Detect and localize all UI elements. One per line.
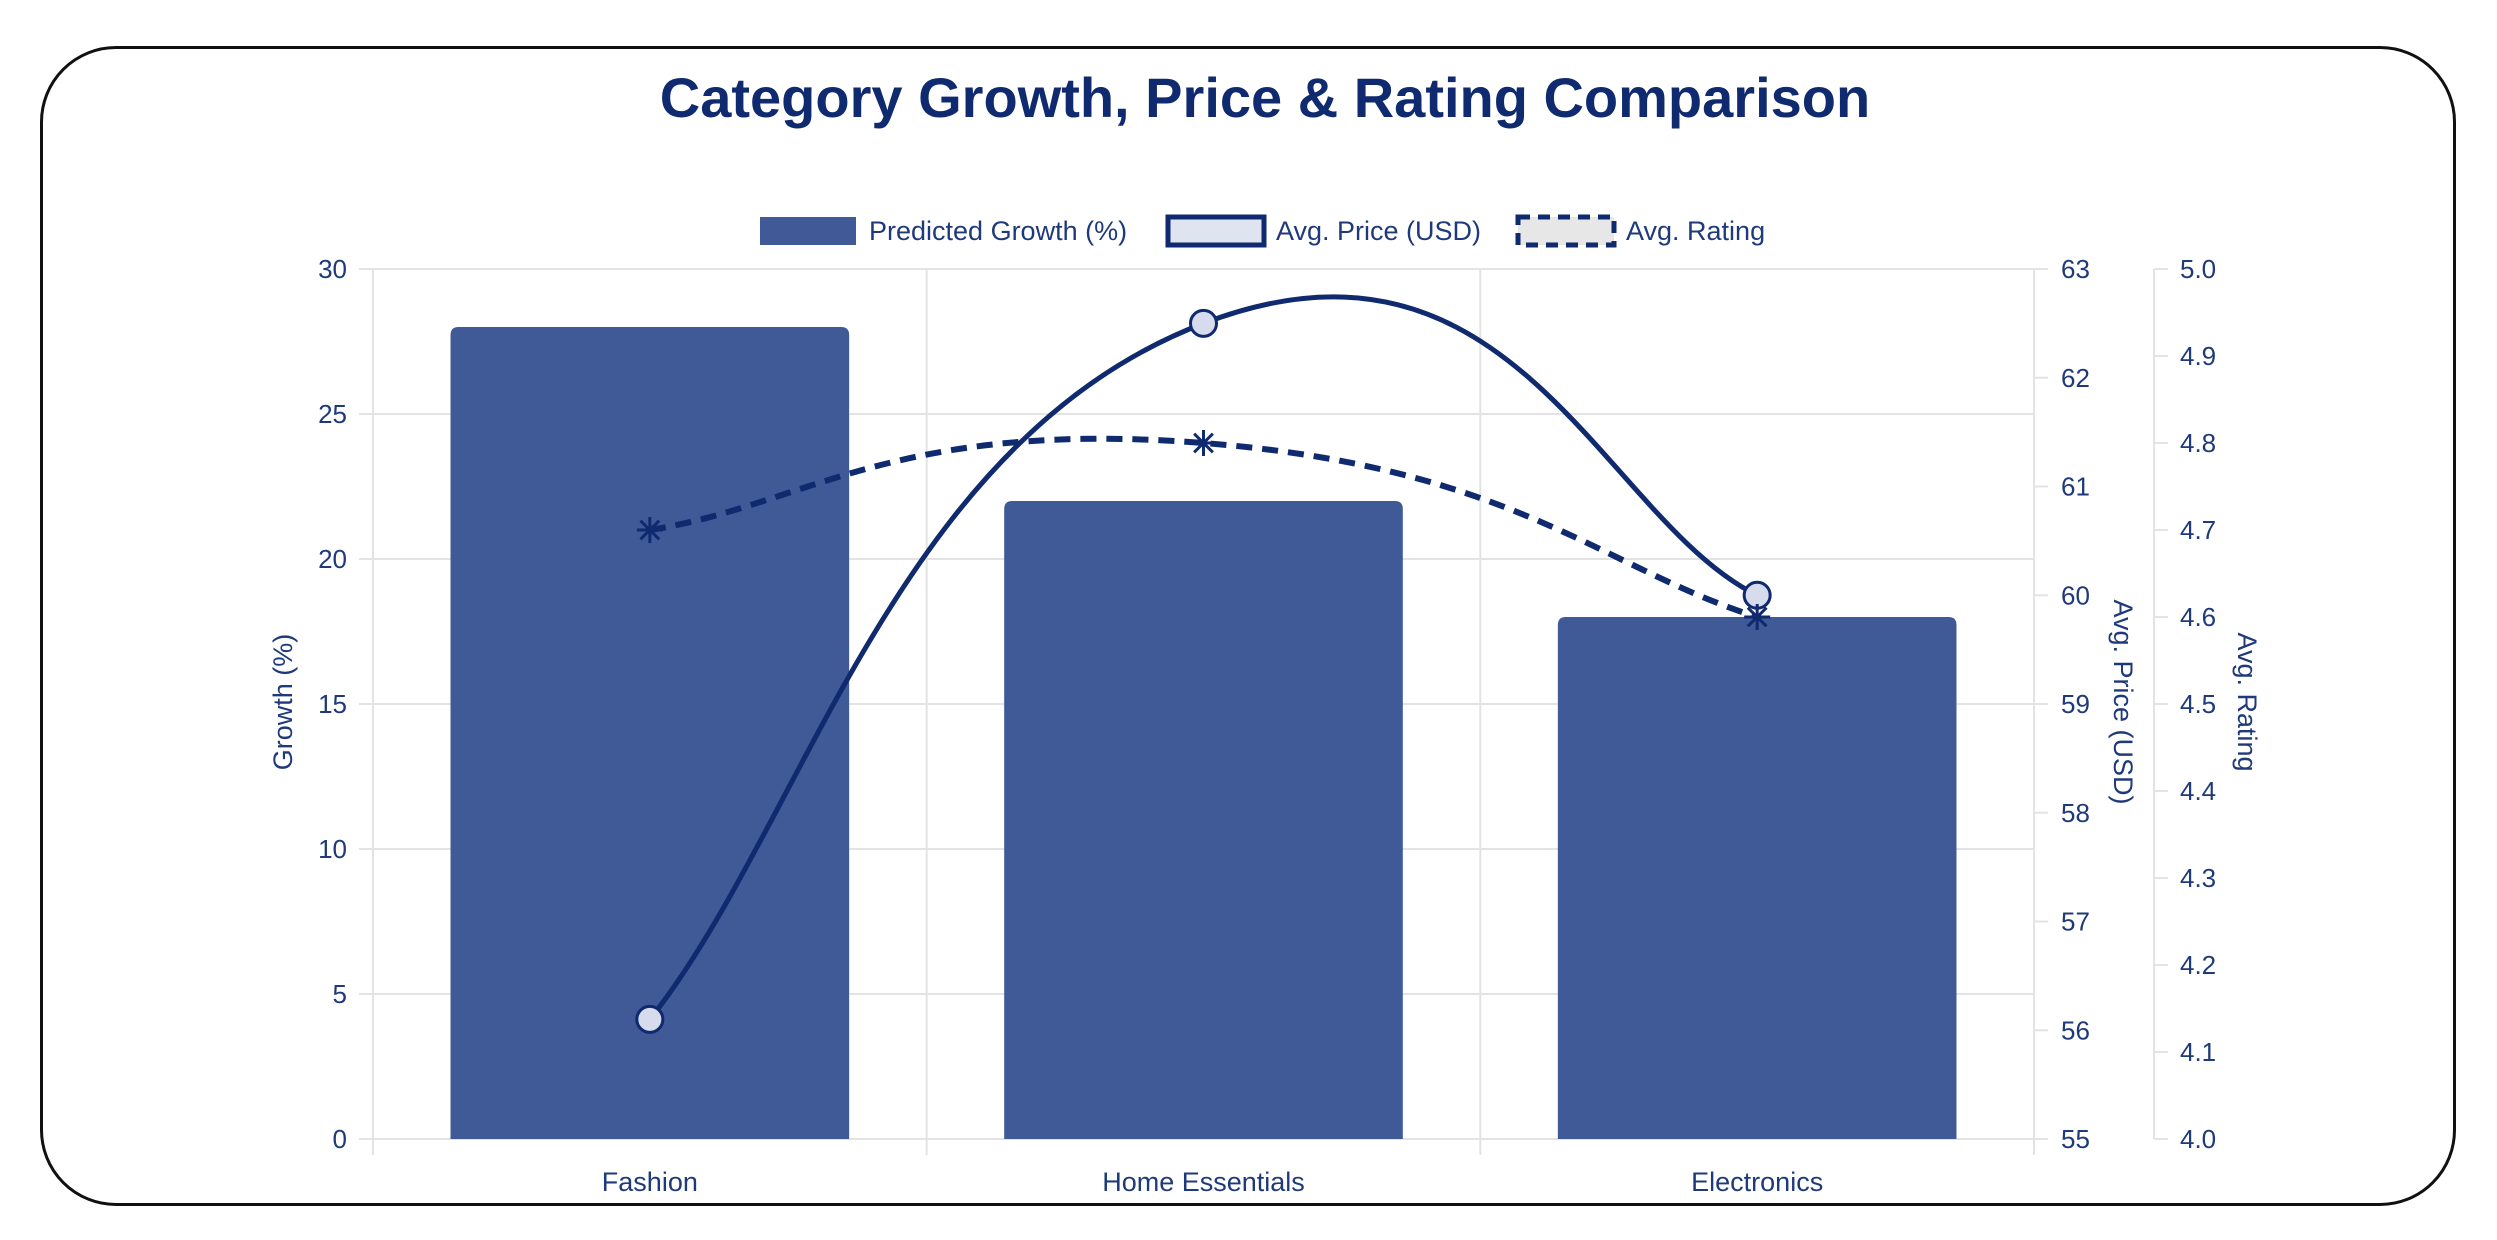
legend: Predicted Growth (%) Avg. Price (USD) Av… — [760, 214, 1765, 248]
y1-axis-label: Avg. Price (USD) — [2108, 599, 2138, 804]
y2-axis-label: Avg. Rating — [2232, 632, 2262, 771]
line-price — [647, 294, 1759, 1021]
point-rating — [636, 517, 663, 543]
y-tick-label: 0 — [333, 1124, 347, 1154]
y2-tick-label: 4.4 — [2180, 776, 2216, 806]
y2-tick-label: 5.0 — [2180, 254, 2216, 284]
y2-tick-label: 4.3 — [2180, 863, 2216, 893]
x-tick-label: Home Essentials — [1102, 1167, 1305, 1197]
y-tick-label: 15 — [318, 689, 347, 719]
y2-tick-label: 4.2 — [2180, 950, 2216, 980]
point-price — [1189, 308, 1218, 338]
y-tick-label: 20 — [318, 544, 347, 574]
y2-tick-label: 4.1 — [2180, 1037, 2216, 1067]
legend-label-price: Avg. Price (USD) — [1276, 216, 1481, 246]
y-tick-label: 10 — [318, 834, 347, 864]
y2-tick-label: 4.6 — [2180, 602, 2216, 632]
x-tick-label: Electronics — [1691, 1167, 1823, 1197]
y1-tick-label: 60 — [2061, 580, 2090, 610]
y2-tick-label: 4.0 — [2180, 1124, 2216, 1154]
y1-tick-label: 61 — [2061, 472, 2090, 502]
x-tick-label: Fashion — [602, 1167, 698, 1197]
bar-growth — [1557, 617, 1957, 1139]
legend-label-rating: Avg. Rating — [1626, 216, 1765, 246]
point-rating — [1190, 430, 1217, 456]
legend-swatch-rating — [1515, 214, 1617, 248]
chart-title: Category Growth, Price & Rating Comparis… — [660, 66, 1870, 129]
y2-tick-label: 4.5 — [2180, 689, 2216, 719]
y1-tick-label: 63 — [2061, 254, 2090, 284]
lines — [635, 294, 1772, 1034]
y1-tick-label: 58 — [2061, 798, 2090, 828]
y2-tick-label: 4.7 — [2180, 515, 2216, 545]
y1-tick-label: 59 — [2061, 689, 2090, 719]
y-tick-label: 30 — [318, 254, 347, 284]
y1-tick-label: 62 — [2061, 363, 2090, 393]
line-rating — [649, 435, 1759, 620]
point-rating — [1744, 604, 1771, 630]
legend-swatch-price — [1165, 214, 1267, 248]
y1-tick-label: 55 — [2061, 1124, 2090, 1154]
legend-label-growth: Predicted Growth (%) — [869, 216, 1127, 246]
bar-growth — [1004, 501, 1403, 1139]
bar-growth — [450, 327, 850, 1139]
ticks: 0 5 10 15 20 25 30 55 56 57 58 59 60 61 62 63 4.0 4.1 4.2 4… — [318, 254, 2216, 1197]
y-tick-label: 5 — [333, 979, 347, 1009]
y2-tick-label: 4.9 — [2180, 341, 2216, 371]
point-price — [635, 1004, 665, 1034]
y-tick-label: 25 — [318, 399, 347, 429]
bars — [450, 327, 1957, 1139]
y1-tick-label: 57 — [2061, 907, 2090, 937]
y-axis-label: Growth (%) — [268, 634, 298, 771]
y1-tick-label: 56 — [2061, 1015, 2090, 1045]
y2-tick-label: 4.8 — [2180, 428, 2216, 458]
legend-swatch-growth — [760, 217, 856, 245]
